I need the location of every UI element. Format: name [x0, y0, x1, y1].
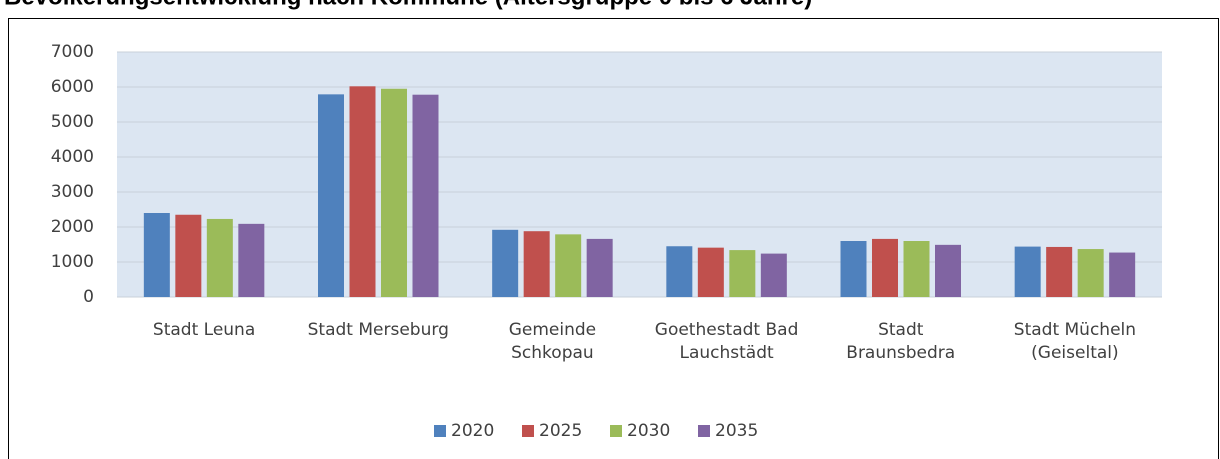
y-tick-label: 4000	[51, 147, 94, 167]
y-tick-label: 3000	[51, 182, 94, 202]
x-tick-label: Schkopau	[511, 343, 594, 363]
bar	[492, 229, 519, 297]
x-tick-label: Stadt Mücheln	[1014, 320, 1136, 340]
bar	[318, 94, 344, 297]
bar	[1109, 252, 1136, 297]
y-tick-label: 7000	[51, 42, 94, 62]
y-tick-label: 6000	[51, 77, 94, 97]
x-tick-label: Lauchstädt	[679, 343, 774, 363]
x-tick-label: Stadt Merseburg	[308, 320, 449, 340]
plot-area	[117, 52, 1162, 297]
chart-title: Bevölkerungsentwicklung nach Kommune (Al…	[4, 0, 812, 10]
bar	[1046, 246, 1073, 297]
bar	[523, 231, 550, 297]
legend-swatch	[610, 425, 622, 437]
legend-label: 2025	[539, 421, 582, 441]
bar	[586, 238, 613, 297]
bar	[903, 241, 930, 297]
bar	[666, 246, 693, 297]
bar	[349, 86, 376, 297]
legend-label: 2020	[451, 421, 494, 441]
bar	[760, 253, 787, 297]
legend-swatch	[698, 425, 710, 437]
chart-frame	[8, 18, 1219, 459]
legend-swatch	[434, 425, 446, 437]
x-tick-label: Stadt Leuna	[153, 320, 255, 340]
bar	[697, 247, 724, 297]
bar	[555, 234, 582, 297]
bar	[840, 241, 867, 297]
bar	[1014, 246, 1041, 297]
bar	[175, 214, 202, 297]
bar	[143, 213, 170, 297]
y-tick-label: 5000	[51, 112, 94, 132]
legend-label: 2035	[715, 421, 758, 441]
bar	[381, 88, 407, 297]
x-tick-label: Gemeinde	[509, 320, 596, 340]
bar	[1077, 249, 1104, 297]
bar	[206, 218, 233, 297]
legend-swatch	[522, 425, 534, 437]
bar	[238, 223, 265, 297]
x-tick-label: Goethestadt Bad	[655, 320, 799, 340]
legend-label: 2030	[627, 421, 670, 441]
x-tick-label: (Geiseltal)	[1031, 343, 1118, 363]
bar	[872, 238, 898, 297]
bar	[935, 244, 961, 297]
bar	[729, 250, 756, 297]
x-tick-label: Braunsbedra	[846, 343, 955, 363]
y-tick-label: 0	[83, 287, 94, 307]
x-tick-label: Stadt	[878, 320, 924, 340]
y-tick-label: 2000	[51, 217, 94, 237]
bar	[412, 94, 439, 297]
y-tick-label: 1000	[51, 252, 94, 272]
